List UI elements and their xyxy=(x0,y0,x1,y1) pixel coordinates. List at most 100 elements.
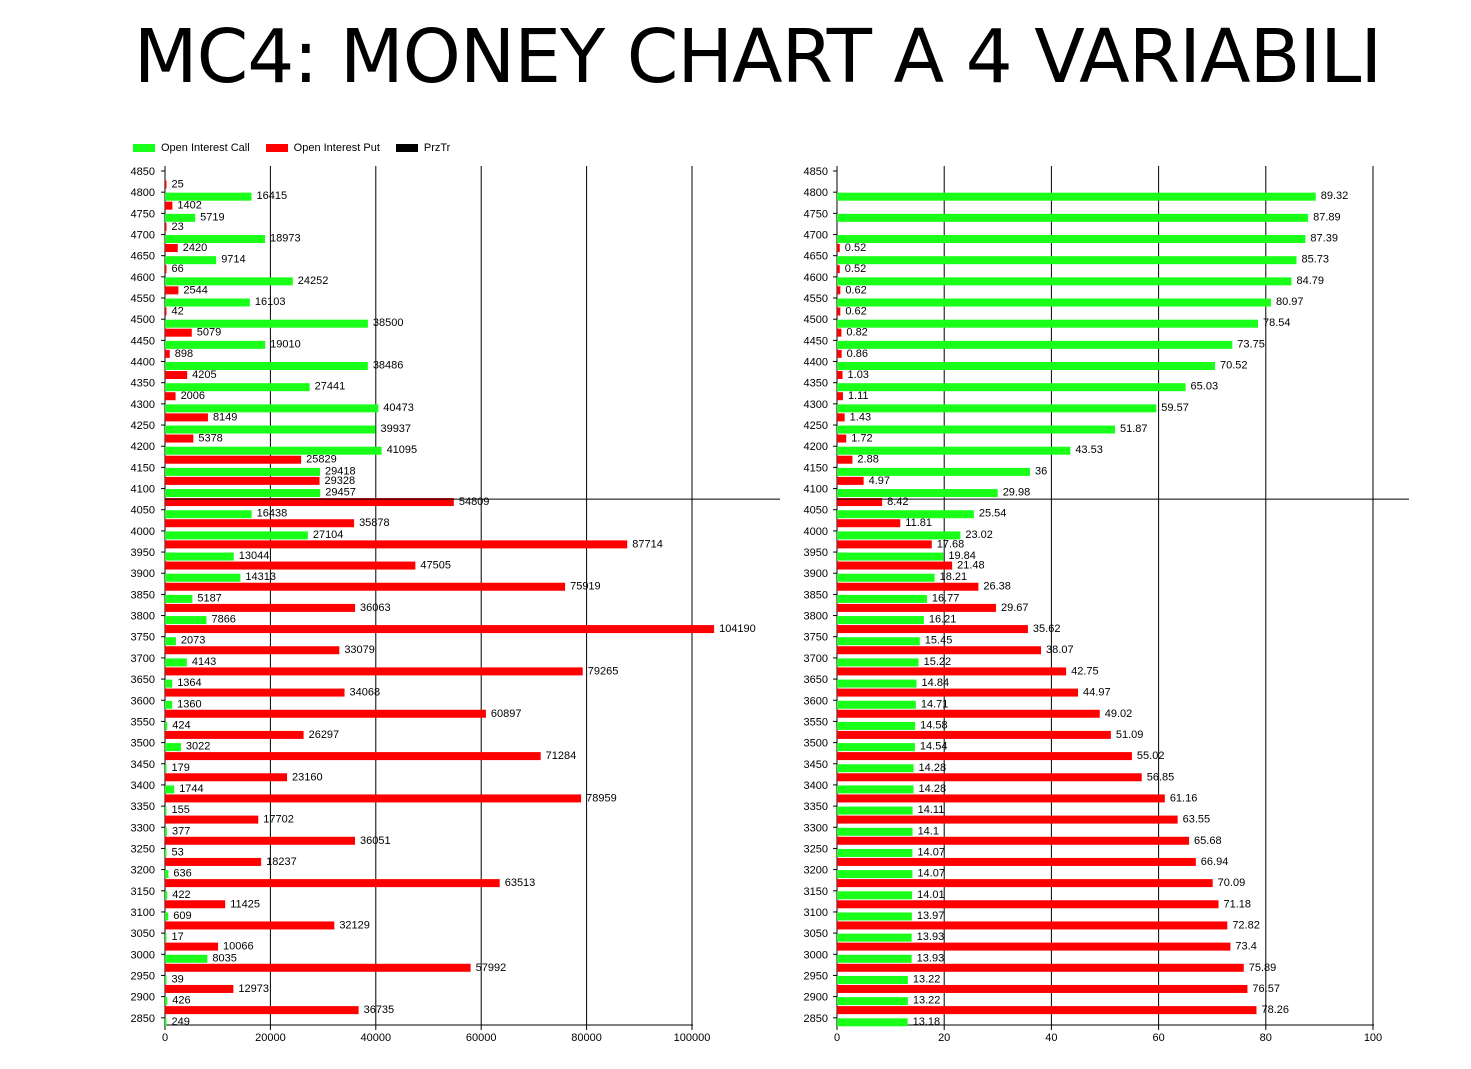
y-tick-label: 3800 xyxy=(131,611,155,623)
data-label-call: 424 xyxy=(172,719,190,731)
data-label-call: 18973 xyxy=(270,233,301,245)
bar-put xyxy=(837,307,841,316)
y-tick-label: 3550 xyxy=(804,716,828,728)
y-tick-label: 4700 xyxy=(131,230,155,242)
y-tick-label: 3250 xyxy=(131,843,155,855)
y-tick-label: 4150 xyxy=(804,462,828,474)
data-label-put: 2544 xyxy=(183,284,207,296)
bar-put xyxy=(165,942,219,951)
bar-put xyxy=(837,730,1111,739)
bar-call xyxy=(837,510,974,519)
y-tick-label: 4150 xyxy=(131,462,155,474)
data-label-call: 19.84 xyxy=(948,550,976,562)
bar-put xyxy=(165,836,355,845)
data-label-call: 179 xyxy=(172,762,190,774)
legend-item-put: Open Interest Put xyxy=(265,142,380,154)
bar-put xyxy=(165,265,167,274)
bar-call xyxy=(165,531,308,540)
data-label-call: 14.58 xyxy=(920,719,948,731)
data-label-put: 78959 xyxy=(586,792,617,804)
bar-call xyxy=(165,467,321,476)
y-tick-label: 3700 xyxy=(804,653,828,665)
y-tick-label: 4100 xyxy=(131,484,155,496)
bar-call xyxy=(165,721,168,730)
bar-call xyxy=(837,446,1071,455)
bar-call xyxy=(165,933,167,942)
bar-call xyxy=(165,298,250,307)
bar-call xyxy=(837,848,913,857)
bar-call xyxy=(165,975,167,984)
bar-call xyxy=(837,721,916,730)
y-tick-label: 3500 xyxy=(131,738,155,750)
data-label-call: 16.77 xyxy=(932,592,960,604)
y-tick-label: 4450 xyxy=(804,335,828,347)
y-tick-label: 3900 xyxy=(131,568,155,580)
data-label-call: 609 xyxy=(173,910,191,922)
data-label-put: 66.94 xyxy=(1201,856,1229,868)
data-label-call: 14.1 xyxy=(918,825,939,837)
bar-put xyxy=(837,265,840,274)
data-label-call: 53 xyxy=(172,846,184,858)
x-tick-label: 40000 xyxy=(361,1032,392,1044)
y-tick-label: 4200 xyxy=(804,441,828,453)
y-tick-label: 2900 xyxy=(131,992,155,1004)
bar-call xyxy=(837,1018,908,1027)
y-tick-label: 3750 xyxy=(131,632,155,644)
data-label-call: 36 xyxy=(1035,465,1047,477)
bar-call xyxy=(837,192,1316,201)
bar-call xyxy=(837,743,915,752)
bar-call xyxy=(837,298,1271,307)
data-label-call: 78.54 xyxy=(1263,317,1291,329)
data-label-put: 35.62 xyxy=(1033,623,1061,635)
data-label-call: 87.39 xyxy=(1310,233,1338,245)
y-tick-label: 3000 xyxy=(804,949,828,961)
y-tick-label: 4750 xyxy=(804,208,828,220)
data-label-put: 78.26 xyxy=(1261,1004,1289,1016)
y-tick-label: 3400 xyxy=(131,780,155,792)
data-label-call: 13.18 xyxy=(913,1016,941,1028)
bar-put xyxy=(165,371,188,380)
bar-put xyxy=(165,603,356,612)
bar-call xyxy=(165,256,217,265)
data-label-put: 49.02 xyxy=(1105,708,1133,720)
bar-put xyxy=(165,434,194,443)
bar-put xyxy=(837,752,1132,761)
data-label-put: 21.48 xyxy=(957,560,985,572)
data-label-call: 73.75 xyxy=(1237,338,1265,350)
bar-call xyxy=(165,997,168,1006)
bar-call xyxy=(837,362,1215,371)
bar-put xyxy=(837,413,845,422)
bar-put xyxy=(165,984,234,993)
data-label-put: 8.42 xyxy=(887,496,908,508)
bar-call xyxy=(837,552,944,561)
data-label-put: 11425 xyxy=(230,898,260,910)
bar-call xyxy=(165,510,252,519)
data-label-call: 13.93 xyxy=(917,952,945,964)
y-tick-label: 4800 xyxy=(131,187,155,199)
bar-put xyxy=(837,688,1079,697)
bar-put xyxy=(837,540,932,549)
data-label-put: 4205 xyxy=(192,369,216,381)
y-tick-label: 4300 xyxy=(131,399,155,411)
bar-put xyxy=(165,921,335,930)
y-tick-label: 3450 xyxy=(131,759,155,771)
y-tick-label: 4100 xyxy=(804,484,828,496)
data-label-put: 4.97 xyxy=(869,475,890,487)
chart-title: MC4: MONEY CHART A 4 VARIABILI xyxy=(133,14,1382,100)
data-label-put: 79265 xyxy=(588,665,619,677)
bar-put xyxy=(165,180,167,189)
data-label-call: 13.22 xyxy=(913,973,941,985)
data-label-put: 25829 xyxy=(306,454,337,466)
bar-put xyxy=(165,773,288,782)
data-label-call: 14.28 xyxy=(919,762,947,774)
data-label-call: 16438 xyxy=(257,508,288,520)
data-label-call: 422 xyxy=(172,889,190,901)
legend-swatch-prztr xyxy=(395,144,418,152)
data-label-call: 29.98 xyxy=(1003,487,1031,499)
data-label-put: 11.81 xyxy=(905,517,932,529)
y-tick-label: 3200 xyxy=(804,865,828,877)
bar-call xyxy=(837,912,912,921)
data-label-put: 8149 xyxy=(213,411,237,423)
legend-item-call: Open Interest Call xyxy=(133,142,250,154)
data-label-call: 27441 xyxy=(315,381,346,393)
